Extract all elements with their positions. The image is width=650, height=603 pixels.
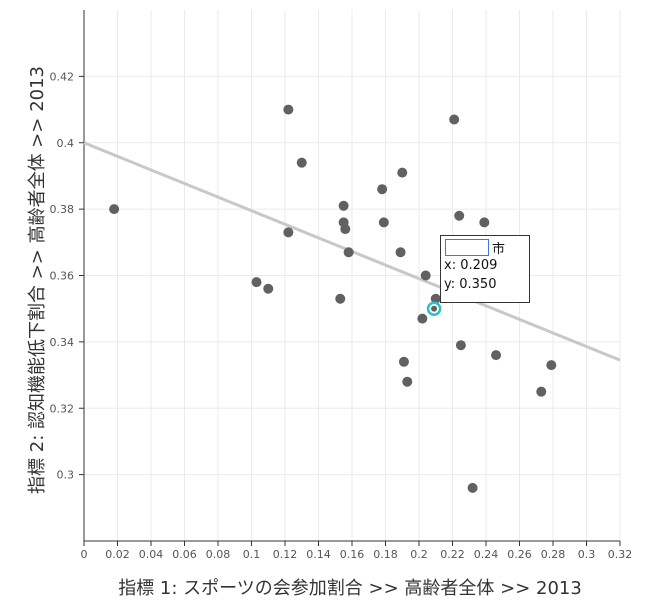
x-tick-label: 0.26	[507, 548, 532, 561]
tooltip-name-field	[445, 238, 489, 256]
data-point[interactable]	[546, 360, 557, 371]
data-point[interactable]	[109, 204, 120, 215]
data-point[interactable]	[491, 350, 502, 361]
y-tick-label: 0.36	[50, 270, 75, 283]
tooltip-x-value: x: 0.209	[444, 258, 498, 273]
x-tick-label: 0.1	[243, 548, 261, 561]
data-point[interactable]	[283, 227, 294, 238]
data-point[interactable]	[454, 210, 465, 221]
y-axis-title: 指標 2: 認知機能低下割合 >> 高齢者全体 >> 2013	[27, 66, 48, 494]
data-point[interactable]	[296, 157, 307, 168]
y-tick-label: 0.4	[57, 137, 75, 150]
x-tick-label: 0.18	[373, 548, 398, 561]
data-point[interactable]	[536, 386, 547, 397]
y-tick-label: 0.3	[57, 469, 75, 482]
tooltip-name-row: 市	[445, 237, 505, 257]
x-tick-label: 0.3	[578, 548, 596, 561]
data-point[interactable]	[397, 167, 408, 178]
data-point[interactable]	[340, 224, 351, 235]
x-tick-label: 0.24	[474, 548, 499, 561]
x-tick-label: 0.12	[273, 548, 298, 561]
x-tick-label: 0.06	[172, 548, 197, 561]
x-tick-label: 0.02	[105, 548, 130, 561]
data-point[interactable]	[417, 313, 428, 324]
data-point[interactable]	[263, 283, 274, 294]
x-tick-label: 0.2	[410, 548, 428, 561]
y-tick-label: 0.42	[50, 70, 75, 83]
data-point[interactable]	[378, 217, 389, 228]
data-point[interactable]	[449, 114, 460, 125]
data-point[interactable]	[420, 270, 431, 281]
data-point[interactable]	[402, 376, 413, 387]
highlight-layer	[426, 301, 442, 316]
point-tooltip: 市 x: 0.209 y: 0.350	[440, 235, 530, 303]
x-tick-label: 0.08	[206, 548, 231, 561]
data-point[interactable]	[377, 184, 388, 195]
data-point[interactable]	[338, 200, 349, 211]
x-tick-label: 0.32	[608, 548, 633, 561]
data-point[interactable]	[430, 293, 441, 304]
x-tick-label: 0.16	[340, 548, 365, 561]
y-tick-label: 0.34	[50, 336, 75, 349]
data-point[interactable]	[455, 340, 466, 351]
x-axis-title: 指標 1: スポーツの会参加割合 >> 高齢者全体 >> 2013	[118, 578, 582, 599]
tick-labels: 0 0.02 0.04 0.06 0.08 0.1 0.12 0.14 0.16 0.18 0.2 0…	[50, 70, 633, 561]
y-tick-label: 0.38	[50, 203, 75, 216]
data-point[interactable]	[398, 356, 409, 367]
x-tick-label: 0.28	[541, 548, 566, 561]
data-point[interactable]	[467, 482, 478, 493]
data-point[interactable]	[479, 217, 490, 228]
highlighted-point[interactable]	[431, 305, 438, 312]
x-tick-label: 0.14	[306, 548, 331, 561]
data-point[interactable]	[335, 293, 346, 304]
x-tick-label: 0	[81, 548, 88, 561]
x-tick-label: 0.04	[139, 548, 164, 561]
y-tick-label: 0.32	[50, 402, 75, 415]
data-point[interactable]	[251, 277, 262, 288]
data-point[interactable]	[395, 247, 406, 258]
x-tick-label: 0.22	[440, 548, 465, 561]
points-layer	[109, 104, 557, 493]
tooltip-y-value: y: 0.350	[444, 277, 497, 292]
grid	[84, 10, 621, 541]
data-point[interactable]	[283, 104, 294, 115]
axes	[79, 10, 621, 546]
data-point[interactable]	[343, 247, 354, 258]
tooltip-name-suffix: 市	[492, 241, 506, 257]
